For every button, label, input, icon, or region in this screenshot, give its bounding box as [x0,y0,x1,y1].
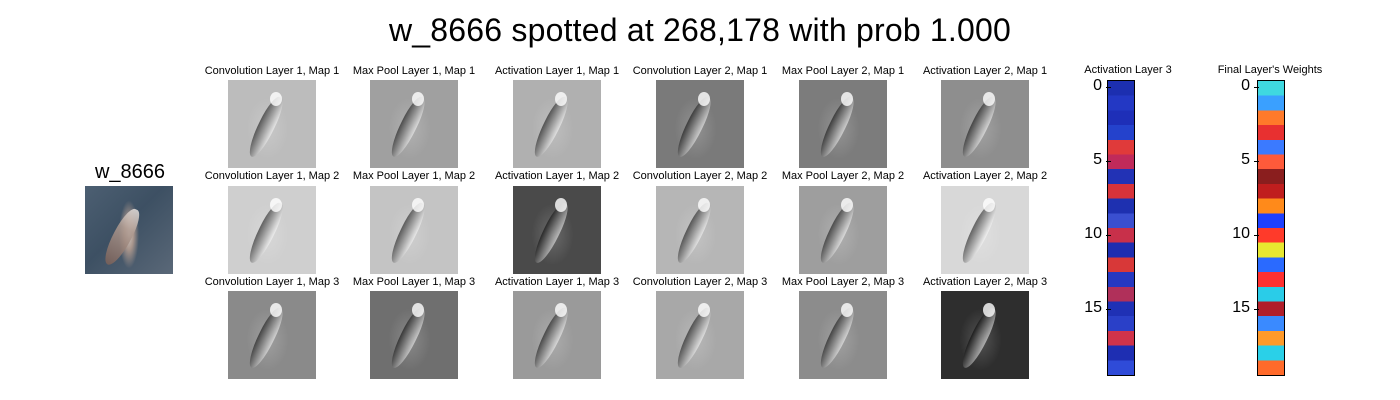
highlight-blob [983,92,995,106]
feature-map-label: Max Pool Layer 1, Map 2 [352,170,476,182]
whale-shape [529,93,573,161]
feature-map-label: Activation Layer 2, Map 2 [922,170,1048,182]
feature-map-image [941,186,1029,274]
colorbar-tick-label: 10 [1084,225,1102,243]
activation-bar-title: Activation Layer 3 [1084,64,1172,76]
feature-map-label: Max Pool Layer 2, Map 3 [781,276,905,288]
feature-map-image [656,291,744,379]
highlight-blob [841,198,853,212]
feature-map-image [941,80,1029,168]
whale-shape [529,199,573,267]
feature-map-label: Activation Layer 1, Map 3 [494,276,620,288]
figure-title: w_8666 spotted at 268,178 with prob 1.00… [389,12,1011,48]
highlight-blob [555,303,567,317]
whale-shape [957,93,1001,161]
weights-bar-title: Final Layer's Weights [1217,64,1323,76]
whale-shape [815,304,859,372]
whale-shape [244,304,288,372]
whale-shape [386,304,430,372]
colorbar-tick-mark [1106,309,1111,311]
colorbar-tick-label: 5 [1241,151,1250,169]
colorbar-tick-mark [1106,87,1111,89]
highlight-blob [270,198,282,212]
feature-map-image [656,186,744,274]
feature-map-image [228,80,316,168]
feature-map-image [656,80,744,168]
feature-map-image [513,186,601,274]
feature-map-label: Activation Layer 1, Map 2 [494,170,620,182]
feature-map-label: Convolution Layer 1, Map 2 [204,170,340,182]
feature-map-image [228,186,316,274]
feature-map-label: Activation Layer 2, Map 3 [922,276,1048,288]
feature-map-image [370,291,458,379]
whale-shape [815,199,859,267]
highlight-blob [698,198,710,212]
colorbar-tick-mark [1254,309,1259,311]
input-whale-image [85,186,173,274]
whale-shape [244,93,288,161]
highlight-blob [412,303,424,317]
feature-map-label: Convolution Layer 2, Map 2 [632,170,768,182]
whale-shape [386,199,430,267]
highlight-blob [841,92,853,106]
colorbar-tick-label: 10 [1232,225,1250,243]
whale-shape [957,199,1001,267]
highlight-blob [698,303,710,317]
feature-map-image [799,80,887,168]
whale-shape [244,199,288,267]
feature-map-image [799,186,887,274]
feature-map-label: Max Pool Layer 1, Map 3 [352,276,476,288]
feature-map-image [941,291,1029,379]
highlight-blob [555,198,567,212]
colorbar-tick-mark [1106,235,1111,237]
feature-map-label: Convolution Layer 2, Map 3 [632,276,768,288]
highlight-blob [270,92,282,106]
colorbar-tick-label: 15 [1084,299,1102,317]
feature-map-label: Convolution Layer 2, Map 1 [632,65,768,77]
colorbar-tick-mark [1254,161,1259,163]
feature-map-image [513,80,601,168]
feature-map-label: Activation Layer 1, Map 1 [494,65,620,77]
whale-shape [815,93,859,161]
highlight-blob [983,198,995,212]
highlight-blob [841,303,853,317]
whale-shape [672,93,716,161]
colorbar-tick-mark [1106,161,1111,163]
highlight-blob [412,92,424,106]
colorbar-tick-label: 5 [1093,151,1102,169]
colorbar-tick-mark [1254,235,1259,237]
feature-map-image [370,186,458,274]
feature-map-image [228,291,316,379]
feature-map-image [799,291,887,379]
feature-map-image [513,291,601,379]
feature-map-label: Max Pool Layer 1, Map 1 [352,65,476,77]
highlight-blob [698,92,710,106]
whale-shape [386,93,430,161]
activation-colorbar [1107,80,1135,376]
colorbar-tick-mark [1254,87,1259,89]
colorbar-tick-label: 0 [1093,77,1102,95]
feature-map-label: Convolution Layer 1, Map 3 [204,276,340,288]
highlight-blob [270,303,282,317]
feature-map-label: Activation Layer 2, Map 1 [922,65,1048,77]
feature-map-label: Max Pool Layer 2, Map 1 [781,65,905,77]
whale-shape [957,304,1001,372]
input-label: w_8666 [94,161,166,183]
colorbar-tick-label: 0 [1241,77,1250,95]
highlight-blob [412,198,424,212]
whale-shape [672,304,716,372]
whale-shape [529,304,573,372]
feature-map-label: Max Pool Layer 2, Map 2 [781,170,905,182]
highlight-blob [555,92,567,106]
whale-shape [99,205,145,269]
feature-map-image [370,80,458,168]
weights-colorbar [1257,80,1285,376]
highlight-blob [983,303,995,317]
whale-shape [672,199,716,267]
colorbar-tick-label: 15 [1232,299,1250,317]
feature-map-label: Convolution Layer 1, Map 1 [204,65,340,77]
